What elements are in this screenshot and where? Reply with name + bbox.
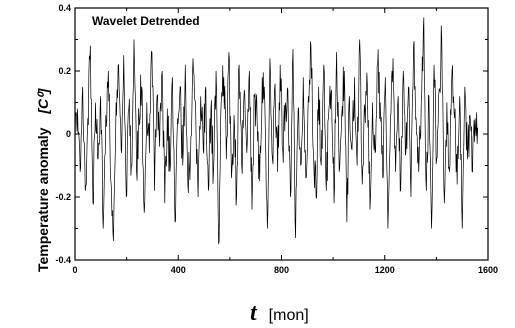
x-tick-label: 1600 [478,265,498,275]
y-tick-label: 0.4 [58,3,71,13]
x-axis-unit: [mon] [269,307,309,324]
y-tick-label: 0 [66,129,71,139]
x-tick-label: 800 [274,265,289,275]
chart-annotation: Wavelet Detrended [92,14,200,28]
y-tick-label: -0.2 [55,192,71,202]
x-axis-label: t [mon] [250,300,309,326]
y-axis-label: Temperature anomaly [C⁰] [35,87,51,272]
y-tick-label: -0.4 [55,255,71,265]
x-axis-symbol: t [250,300,258,326]
series-line-wavelet-detrended [74,17,479,245]
x-tick-label: 0 [72,265,77,275]
y-axis-unit: [C⁰] [35,87,51,114]
x-tick-label: 1200 [375,265,395,275]
y-axis-label-text: Temperature anomaly [35,127,51,272]
x-tick-label: 400 [171,265,186,275]
plot-frame [74,7,489,261]
y-tick-label: 0.2 [58,66,71,76]
